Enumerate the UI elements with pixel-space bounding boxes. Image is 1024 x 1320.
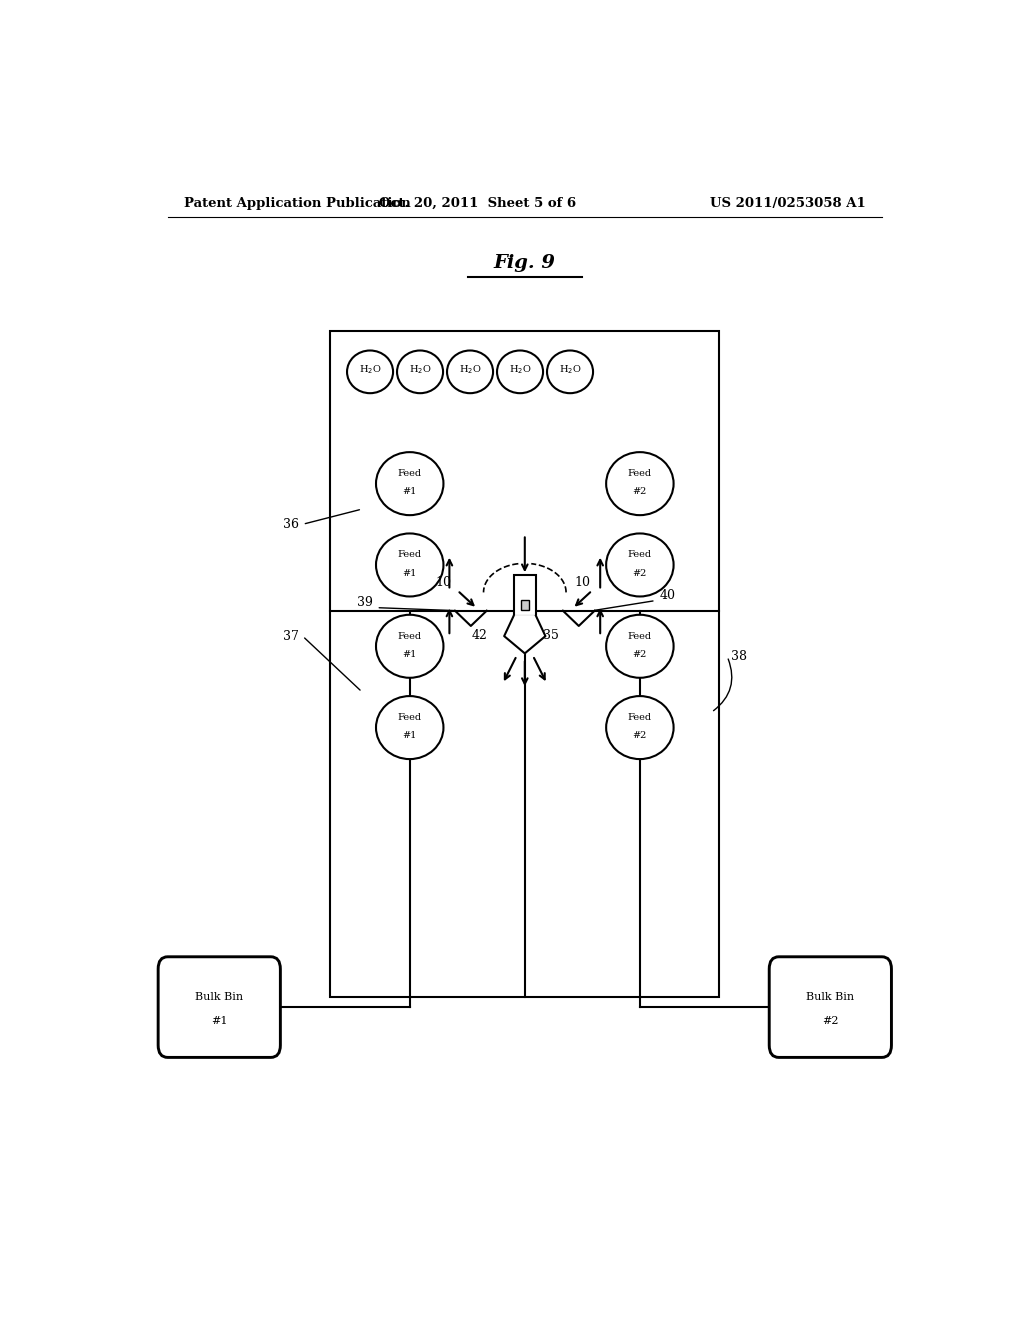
Ellipse shape bbox=[376, 615, 443, 677]
Text: #1: #1 bbox=[402, 649, 417, 659]
Ellipse shape bbox=[347, 351, 393, 393]
Text: Feed: Feed bbox=[628, 631, 652, 640]
Text: 10: 10 bbox=[436, 576, 452, 589]
Text: Feed: Feed bbox=[628, 550, 652, 560]
Text: Oct. 20, 2011  Sheet 5 of 6: Oct. 20, 2011 Sheet 5 of 6 bbox=[379, 197, 575, 210]
Bar bbox=[521, 599, 528, 610]
Text: 38: 38 bbox=[731, 649, 748, 663]
Text: Fig. 9: Fig. 9 bbox=[494, 253, 556, 272]
Text: 42: 42 bbox=[472, 628, 487, 642]
Text: Patent Application Publication: Patent Application Publication bbox=[183, 197, 411, 210]
Text: #1: #1 bbox=[402, 731, 417, 741]
Ellipse shape bbox=[447, 351, 494, 393]
Bar bbox=[514, 576, 536, 615]
Ellipse shape bbox=[606, 533, 674, 597]
Text: H$_2$O: H$_2$O bbox=[559, 363, 582, 376]
Ellipse shape bbox=[397, 351, 443, 393]
Ellipse shape bbox=[606, 453, 674, 515]
Ellipse shape bbox=[547, 351, 593, 393]
Text: H$_2$O: H$_2$O bbox=[459, 363, 481, 376]
Text: #1: #1 bbox=[402, 487, 417, 496]
Text: 10: 10 bbox=[573, 576, 590, 589]
Text: 35: 35 bbox=[543, 628, 559, 642]
Text: H$_2$O: H$_2$O bbox=[409, 363, 431, 376]
Text: 40: 40 bbox=[659, 589, 676, 602]
Text: #2: #2 bbox=[633, 649, 647, 659]
Text: 36: 36 bbox=[283, 517, 299, 531]
Text: Feed: Feed bbox=[397, 550, 422, 560]
Ellipse shape bbox=[376, 696, 443, 759]
Text: #2: #2 bbox=[633, 731, 647, 741]
Text: Feed: Feed bbox=[397, 713, 422, 722]
Text: #2: #2 bbox=[822, 1016, 839, 1027]
Text: 39: 39 bbox=[356, 597, 373, 609]
Ellipse shape bbox=[497, 351, 543, 393]
Text: 37: 37 bbox=[283, 630, 299, 643]
Bar bbox=[331, 331, 719, 997]
Polygon shape bbox=[504, 615, 546, 653]
Text: US 2011/0253058 A1: US 2011/0253058 A1 bbox=[711, 197, 866, 210]
Text: #1: #1 bbox=[402, 569, 417, 578]
Text: H$_2$O: H$_2$O bbox=[358, 363, 381, 376]
FancyBboxPatch shape bbox=[158, 957, 281, 1057]
Ellipse shape bbox=[376, 453, 443, 515]
Text: Bulk Bin: Bulk Bin bbox=[806, 991, 854, 1002]
Text: Feed: Feed bbox=[397, 631, 422, 640]
Text: Feed: Feed bbox=[397, 469, 422, 478]
Text: Feed: Feed bbox=[628, 713, 652, 722]
Text: #1: #1 bbox=[211, 1016, 227, 1027]
Text: #2: #2 bbox=[633, 569, 647, 578]
Ellipse shape bbox=[376, 533, 443, 597]
Text: Bulk Bin: Bulk Bin bbox=[196, 991, 244, 1002]
Ellipse shape bbox=[606, 615, 674, 677]
Text: #2: #2 bbox=[633, 487, 647, 496]
FancyBboxPatch shape bbox=[769, 957, 892, 1057]
Text: H$_2$O: H$_2$O bbox=[509, 363, 531, 376]
Ellipse shape bbox=[606, 696, 674, 759]
Text: Feed: Feed bbox=[628, 469, 652, 478]
